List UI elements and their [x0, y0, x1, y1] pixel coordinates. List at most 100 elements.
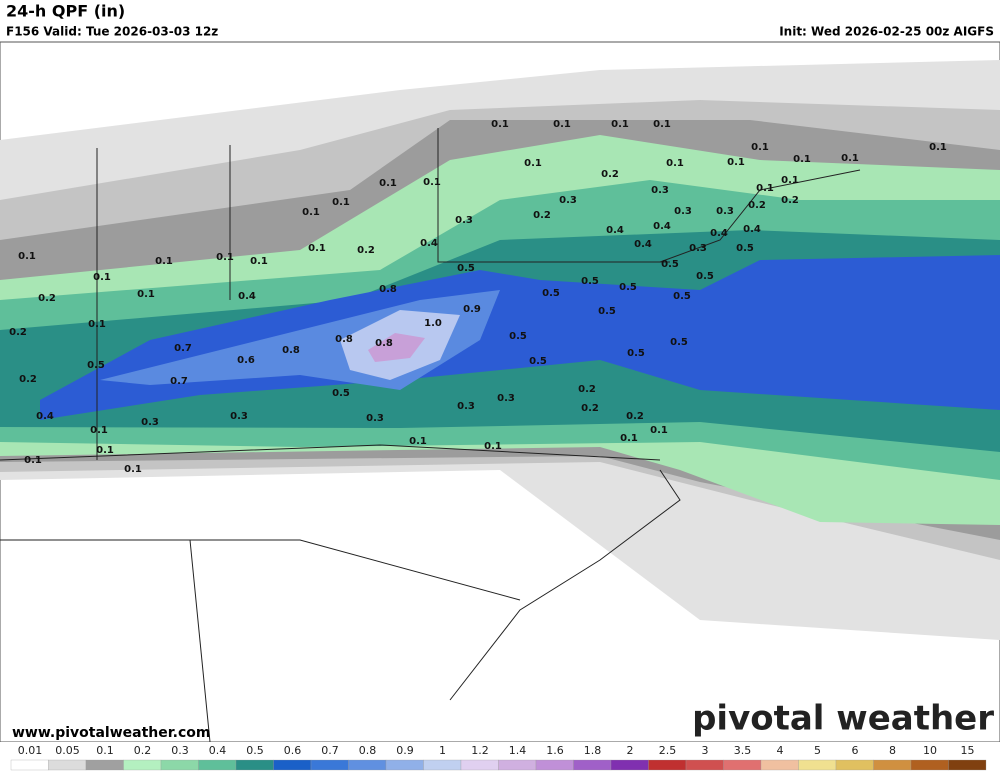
- contour-label: 0.1: [124, 464, 142, 475]
- contour-label: 0.8: [379, 284, 397, 295]
- colorbar-swatch: [873, 759, 912, 771]
- colorbar-swatch: [910, 759, 949, 771]
- contour-label: 0.1: [93, 272, 111, 283]
- website: www.pivotalweather.com: [12, 725, 211, 741]
- contour-label: 0.1: [611, 119, 629, 130]
- colorbar-label: 0.2: [134, 744, 152, 757]
- contour-label: 0.3: [689, 243, 707, 254]
- contour-label: 0.1: [781, 175, 799, 186]
- colorbar-swatch: [685, 759, 724, 771]
- contour-label: 0.1: [137, 289, 155, 300]
- contour-label: 0.3: [497, 393, 515, 404]
- colorbar: 0.01 0.05 0.1 0.2 0.3 0.4 0.5 0.6 0.7 0.8 0.9 1 1.2 1…: [10, 744, 987, 771]
- contour-label: 0.4: [238, 291, 256, 302]
- contour-label: 0.1: [409, 436, 427, 447]
- colorbar-swatch: [123, 759, 162, 771]
- colorbar-label: 1: [439, 744, 446, 757]
- colorbar-swatch: [235, 759, 274, 771]
- contour-label: 0.2: [748, 200, 766, 211]
- contour-label: 0.1: [250, 256, 268, 267]
- contour-label: 0.2: [626, 411, 644, 422]
- colorbar-label: 0.8: [359, 744, 377, 757]
- contour-label: 0.3: [674, 206, 692, 217]
- contour-label: 0.1: [302, 207, 320, 218]
- contour-label: 0.1: [653, 119, 671, 130]
- colorbar-label: 0.7: [321, 744, 339, 757]
- colorbar-swatch: [460, 759, 499, 771]
- contour-label: 0.1: [88, 319, 106, 330]
- colorbar-label: 0.1: [96, 744, 114, 757]
- colorbar-label: 8: [889, 744, 896, 757]
- title: 24-h QPF (in): [6, 2, 125, 21]
- contour-label: 0.3: [559, 195, 577, 206]
- colorbar-swatch: [760, 759, 799, 771]
- colorbar-label: 4: [777, 744, 784, 757]
- contour-label: 0.5: [332, 388, 350, 399]
- colorbar-label: 5: [814, 744, 821, 757]
- border: [189, 539, 211, 743]
- contour-label: 0.1: [491, 119, 509, 130]
- contour-label: 0.3: [230, 411, 248, 422]
- contour-label: 0.5: [661, 259, 679, 270]
- contour-label: 0.4: [420, 238, 438, 249]
- colorbar-label: 10: [923, 744, 937, 757]
- contour-label: 0.2: [578, 384, 596, 395]
- colorbar-label: 1.8: [584, 744, 602, 757]
- border: [437, 128, 670, 263]
- colorbar-label: 6: [852, 744, 859, 757]
- contour-label: 0.5: [542, 288, 560, 299]
- map-labels: 0.1 0.1 0.1 0.1 0.1 0.1 0.1 0.1 0.1 0.1 0.1 0.1 0.1 0…: [9, 119, 947, 475]
- colorbar-swatch: [648, 759, 687, 771]
- contour-label: 0.6: [237, 355, 255, 366]
- colorbar-label: 15: [961, 744, 975, 757]
- colorbar-label: 0.9: [396, 744, 414, 757]
- contour-label: 0.1: [18, 251, 36, 262]
- contour-label: 0.1: [332, 197, 350, 208]
- contour-label: 0.5: [736, 243, 754, 254]
- colorbar-label: 3.5: [734, 744, 752, 757]
- contour-label: 0.1: [666, 158, 684, 169]
- border: [0, 539, 521, 601]
- contour-label: 0.2: [533, 210, 551, 221]
- colorbar-label: 1.4: [509, 744, 527, 757]
- contour-label: 0.1: [155, 256, 173, 267]
- contour-label: 0.4: [634, 239, 652, 250]
- colorbar-label: 0.3: [171, 744, 189, 757]
- contour-label: 0.5: [619, 282, 637, 293]
- contour-label: 0.5: [598, 306, 616, 317]
- colorbar-swatch: [198, 759, 237, 771]
- colorbar-swatch: [948, 759, 987, 771]
- contour-label: 0.1: [620, 433, 638, 444]
- contour-label: 0.1: [751, 142, 769, 153]
- colorbar-label: 0.5: [246, 744, 264, 757]
- colorbar-swatch: [723, 759, 762, 771]
- contour-label: 0.5: [457, 263, 475, 274]
- colorbar-swatch: [835, 759, 874, 771]
- contour-label: 0.1: [96, 445, 114, 456]
- colorbar-swatch: [48, 759, 87, 771]
- contour-label: 0.1: [484, 441, 502, 452]
- contour-label: 0.5: [529, 356, 547, 367]
- header-bg: [0, 0, 1000, 42]
- colorbar-swatch: [423, 759, 462, 771]
- colorbar-label: 0.05: [55, 744, 80, 757]
- contour-label: 0.4: [653, 221, 671, 232]
- contour-label: 0.2: [357, 245, 375, 256]
- contour-label: 0.1: [553, 119, 571, 130]
- contour-label: 0.1: [90, 425, 108, 436]
- contour-label: 0.7: [174, 343, 192, 354]
- contour-label: 0.3: [366, 413, 384, 424]
- contour-label: 0.5: [673, 291, 691, 302]
- colorbar-label: 2: [627, 744, 634, 757]
- contour-label: 0.5: [696, 271, 714, 282]
- colorbar-swatch: [348, 759, 387, 771]
- contour-label: 0.2: [781, 195, 799, 206]
- contour-label: 0.1: [216, 252, 234, 263]
- contour-label: 0.3: [716, 206, 734, 217]
- contour-label: 0.4: [743, 224, 761, 235]
- colorbar-label: 1.2: [471, 744, 489, 757]
- colorbar-label: 0.4: [209, 744, 227, 757]
- contour-label: 0.1: [423, 177, 441, 188]
- contour-label: 0.9: [463, 304, 481, 315]
